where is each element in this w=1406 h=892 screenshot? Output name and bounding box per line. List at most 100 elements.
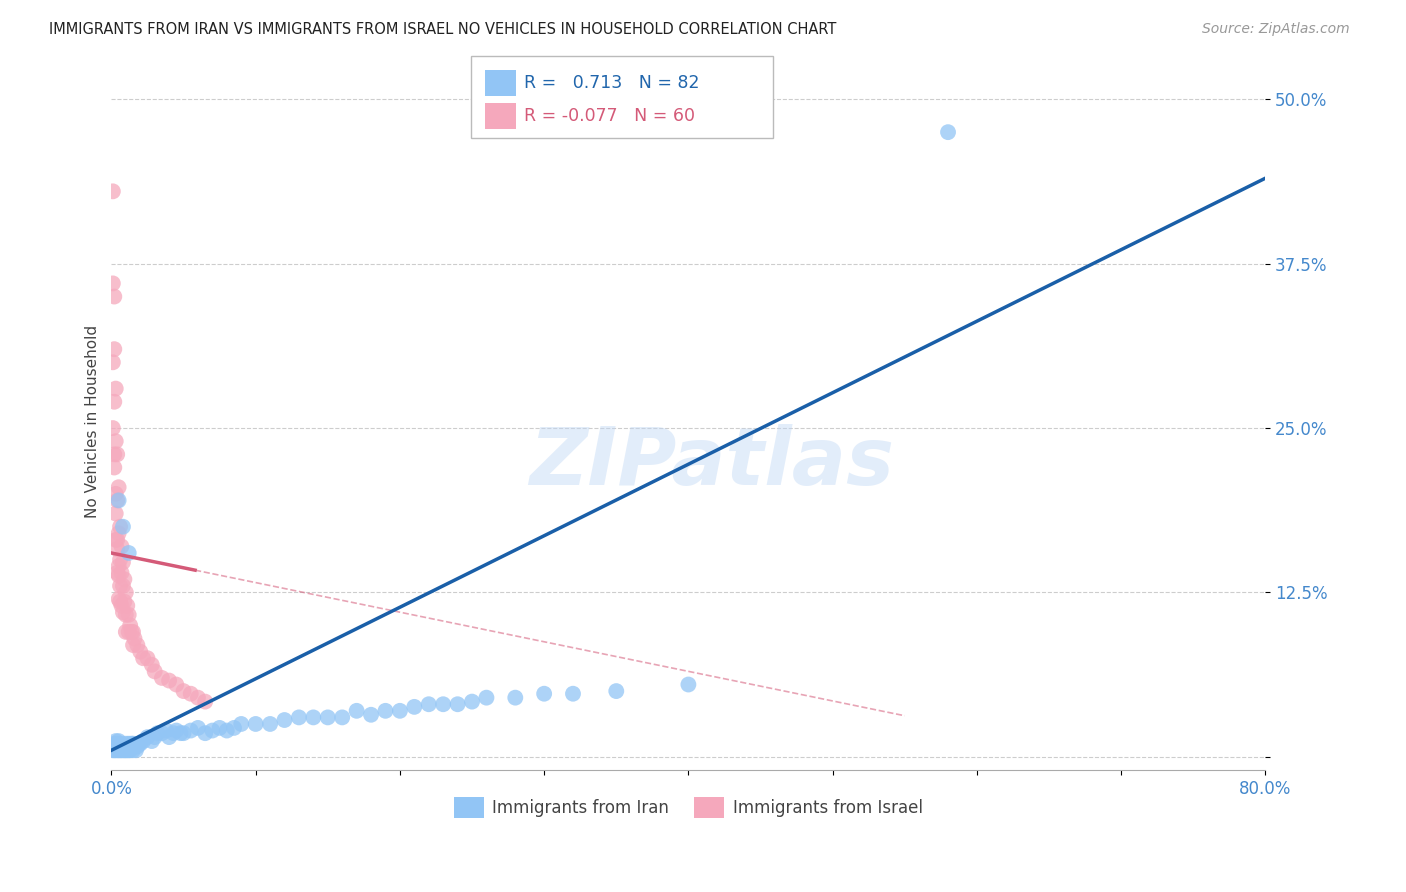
Point <box>374 704 396 718</box>
Point <box>111 579 134 593</box>
Text: ZIPatlas: ZIPatlas <box>529 425 894 502</box>
Point <box>120 743 142 757</box>
Point <box>103 342 125 356</box>
Text: Source: ZipAtlas.com: Source: ZipAtlas.com <box>1202 22 1350 37</box>
Point <box>208 721 231 735</box>
Point <box>157 673 180 688</box>
Point <box>104 533 127 547</box>
Point <box>141 657 163 672</box>
Point <box>107 743 129 757</box>
Point <box>388 704 411 718</box>
Point <box>121 624 143 639</box>
Point <box>114 585 136 599</box>
Point <box>346 704 368 718</box>
Text: R = -0.077   N = 60: R = -0.077 N = 60 <box>524 107 696 125</box>
Point <box>128 737 150 751</box>
Point <box>107 480 129 494</box>
Point <box>118 607 141 622</box>
Point <box>110 743 132 757</box>
Point <box>104 734 127 748</box>
Point <box>187 690 209 705</box>
Point <box>103 289 125 303</box>
Point <box>107 568 129 582</box>
Point <box>114 743 136 757</box>
Point <box>118 743 141 757</box>
Point <box>101 743 124 757</box>
Point <box>108 552 131 566</box>
Point <box>404 699 426 714</box>
Point <box>201 723 224 738</box>
Point <box>360 707 382 722</box>
Point <box>194 726 217 740</box>
Point <box>173 726 195 740</box>
Point <box>107 493 129 508</box>
Point <box>124 739 146 754</box>
Point <box>114 624 136 639</box>
Legend: Immigrants from Iran, Immigrants from Israel: Immigrants from Iran, Immigrants from Is… <box>447 790 929 824</box>
Point <box>110 737 132 751</box>
Point <box>127 739 149 754</box>
Point <box>103 737 125 751</box>
Point <box>936 125 959 139</box>
Point <box>155 723 177 738</box>
Point <box>104 434 127 449</box>
Point <box>107 559 129 574</box>
Point <box>605 684 627 698</box>
Point <box>103 743 125 757</box>
Point <box>118 546 141 560</box>
Text: IMMIGRANTS FROM IRAN VS IMMIGRANTS FROM ISRAEL NO VEHICLES IN HOUSEHOLD CORRELAT: IMMIGRANTS FROM IRAN VS IMMIGRANTS FROM … <box>49 22 837 37</box>
Point <box>173 684 195 698</box>
Point <box>118 737 141 751</box>
Point <box>103 460 125 475</box>
Point <box>112 572 135 586</box>
Point <box>103 739 125 754</box>
Point <box>150 726 173 740</box>
Point <box>114 607 136 622</box>
Point <box>110 540 132 554</box>
Point <box>112 739 135 754</box>
Point <box>124 632 146 646</box>
Point <box>562 687 585 701</box>
Point <box>111 605 134 619</box>
Point <box>105 542 128 557</box>
Point <box>143 665 166 679</box>
Y-axis label: No Vehicles in Household: No Vehicles in Household <box>86 325 100 518</box>
Point <box>162 726 184 740</box>
Point <box>117 743 139 757</box>
Point <box>165 677 187 691</box>
Point <box>432 698 454 712</box>
Point <box>136 651 159 665</box>
Point <box>146 726 169 740</box>
Point <box>108 739 131 754</box>
Point <box>118 624 141 639</box>
Point <box>122 638 145 652</box>
Point <box>103 394 125 409</box>
Point <box>120 618 142 632</box>
Point <box>231 717 253 731</box>
Point <box>117 739 139 754</box>
Point <box>259 717 281 731</box>
Point <box>245 717 267 731</box>
Point <box>108 519 131 533</box>
Point <box>125 743 148 757</box>
Point <box>187 721 209 735</box>
Point <box>108 579 131 593</box>
Point <box>104 507 127 521</box>
Point <box>533 687 555 701</box>
Text: R =   0.713   N = 82: R = 0.713 N = 82 <box>524 74 700 92</box>
Point <box>111 743 134 757</box>
Point <box>157 730 180 744</box>
Point <box>302 710 325 724</box>
Point <box>104 382 127 396</box>
Point <box>194 695 217 709</box>
Point <box>122 737 145 751</box>
Point <box>104 739 127 754</box>
Point <box>120 739 142 754</box>
Point <box>165 723 187 738</box>
Point <box>129 645 152 659</box>
Point <box>316 710 339 724</box>
Point <box>105 566 128 580</box>
Point <box>107 526 129 541</box>
Point <box>678 677 700 691</box>
Point <box>103 447 125 461</box>
